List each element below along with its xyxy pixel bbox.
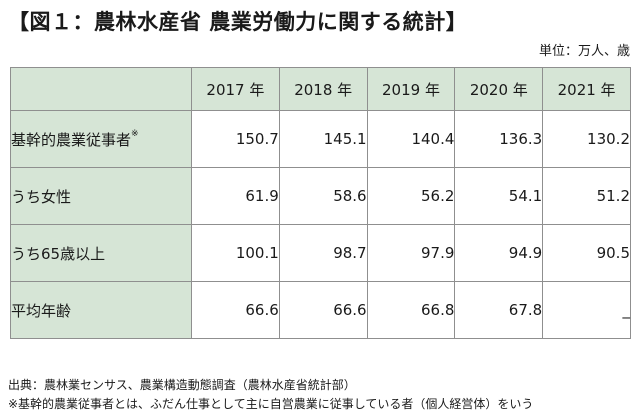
table-row: うち女性 61.9 58.6 56.2 54.1 51.2 xyxy=(10,167,631,225)
table-cell: 145.1 xyxy=(278,110,368,168)
table-cell: 66.6 xyxy=(278,281,368,339)
row-label: 平均年齢 xyxy=(10,281,192,339)
table-cell: 54.1 xyxy=(454,167,544,225)
row-label: 基幹的農業従事者※ xyxy=(10,110,192,168)
year-header: 2020 年 xyxy=(454,67,544,111)
table-row: 平均年齢 66.6 66.6 66.8 67.8 _ xyxy=(10,281,631,339)
table-row: 基幹的農業従事者※ 150.7 145.1 140.4 136.3 130.2 xyxy=(10,110,631,168)
table-cell: 61.9 xyxy=(191,167,280,225)
row-label: うち女性 xyxy=(10,167,192,225)
table-cell: 94.9 xyxy=(454,224,544,282)
header-corner-cell xyxy=(10,67,192,111)
table-cell: 100.1 xyxy=(191,224,280,282)
table-cell: 67.8 xyxy=(454,281,544,339)
table-header-row: 2017 年 2018 年 2019 年 2020 年 2021 年 xyxy=(10,67,631,111)
table-cell: 66.8 xyxy=(366,281,456,339)
year-header: 2018 年 xyxy=(278,67,368,111)
table-row: うち65歳以上 100.1 98.7 97.9 94.9 90.5 xyxy=(10,224,631,282)
year-header: 2017 年 xyxy=(191,67,280,111)
page-title: 【図１：農林水産省 農業労働力に関する統計】 xyxy=(8,10,468,34)
source-note: 出典：農林業センサス、農業構造動態調査（農林水産省統計部） xyxy=(8,378,356,392)
table-cell: 97.9 xyxy=(366,224,456,282)
table-cell: 56.2 xyxy=(366,167,456,225)
year-header: 2021 年 xyxy=(542,67,631,111)
table-cell: _ xyxy=(542,281,631,339)
unit-label: 単位：万人、歳 xyxy=(538,44,630,59)
footnote-mark: ※ xyxy=(131,128,139,139)
statistics-table: 2017 年 2018 年 2019 年 2020 年 2021 年 基幹的農業… xyxy=(10,67,631,339)
row-label: うち65歳以上 xyxy=(10,224,192,282)
table-cell: 51.2 xyxy=(542,167,631,225)
footnote: ※基幹的農業従事者とは、ふだん仕事として主に自営農業に従事している者（個人経営体… xyxy=(8,397,534,411)
table-cell: 130.2 xyxy=(542,110,631,168)
table-cell: 58.6 xyxy=(278,167,368,225)
row-label-text: 基幹的農業従事者 xyxy=(11,130,132,149)
table-cell: 98.7 xyxy=(278,224,368,282)
table-cell: 66.6 xyxy=(191,281,280,339)
table-cell: 140.4 xyxy=(366,110,456,168)
notes: 出典：農林業センサス、農業構造動態調査（農林水産省統計部） ※基幹的農業従事者と… xyxy=(8,376,533,414)
table-cell: 136.3 xyxy=(454,110,544,168)
table-cell: 150.7 xyxy=(191,110,280,168)
table-cell: 90.5 xyxy=(542,224,631,282)
year-header: 2019 年 xyxy=(366,67,456,111)
